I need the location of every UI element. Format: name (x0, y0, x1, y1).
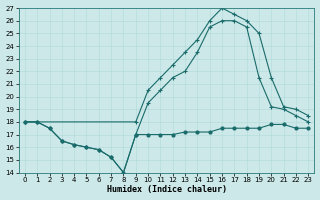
X-axis label: Humidex (Indice chaleur): Humidex (Indice chaleur) (107, 185, 227, 194)
